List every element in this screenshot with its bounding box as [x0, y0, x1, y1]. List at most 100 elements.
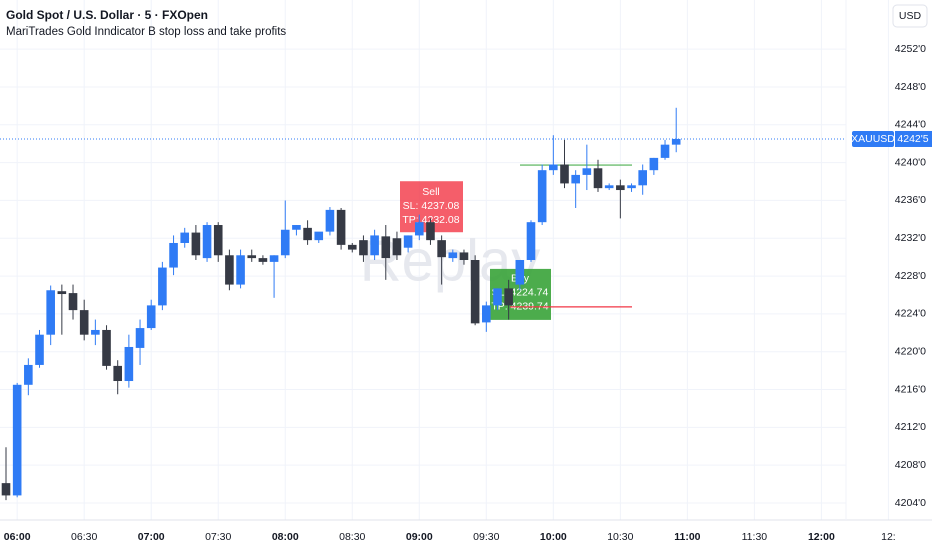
- y-tick-label: 4212'0: [895, 421, 926, 433]
- x-tick-label: 11:30: [742, 531, 768, 543]
- candle-body: [46, 290, 55, 335]
- candle-body: [102, 329, 111, 366]
- x-tick-label: 12:: [881, 531, 896, 543]
- symbol-label: XAUUSD: [851, 133, 895, 145]
- x-tick-label: 11:00: [674, 531, 700, 543]
- candle-body: [213, 225, 223, 256]
- candle-body: [526, 222, 536, 260]
- candle-body: [604, 185, 614, 189]
- candle-body: [336, 209, 346, 245]
- currency-button[interactable]: [892, 4, 928, 28]
- candle-body: [325, 209, 335, 232]
- sell-signal-label: Sell: [422, 186, 440, 198]
- y-tick-label: 4244'0: [895, 119, 926, 131]
- candle-body: [169, 242, 178, 268]
- candle-body: [91, 329, 100, 335]
- x-tick-label: 09:30: [473, 531, 499, 543]
- candle-body: [426, 222, 435, 241]
- candle-body: [414, 222, 424, 236]
- y-tick-label: 4220'0: [895, 345, 926, 357]
- candle-body: [359, 240, 368, 256]
- candle-body: [191, 232, 201, 256]
- chart-subtitle: MariTrades Gold Inndicator B stop loss a…: [6, 26, 286, 38]
- x-tick-label: 07:00: [138, 531, 165, 543]
- candle-body: [437, 240, 446, 258]
- y-tick-label: 4236'0: [895, 194, 926, 206]
- chart-title: Gold Spot / U.S. Dollar · 5 · FXOpen: [6, 8, 208, 22]
- candle-body: [269, 255, 279, 262]
- y-tick-label: 4224'0: [895, 308, 926, 320]
- y-tick-label: 4208'0: [895, 459, 926, 471]
- grid: [0, 0, 889, 520]
- x-tick-label: 06:30: [71, 531, 97, 543]
- last-price-badge: [895, 130, 932, 147]
- x-tick-label: 09:00: [406, 531, 433, 543]
- sell-signal-sl: SL: 4237.08: [403, 200, 460, 212]
- candle-body: [582, 168, 592, 175]
- y-tick-label: 4248'0: [895, 81, 926, 93]
- candle-body: [12, 384, 22, 496]
- candle-body: [649, 157, 659, 171]
- candle-body: [616, 185, 625, 191]
- candle-body: [403, 235, 413, 248]
- symbol-badge: [852, 130, 894, 147]
- candle-body: [68, 293, 78, 311]
- y-tick-label: 4228'0: [895, 270, 926, 282]
- candle-body: [493, 288, 502, 306]
- candle-body: [571, 174, 580, 184]
- candles: [1, 107, 681, 501]
- x-tick-label: 10:30: [607, 531, 633, 543]
- candle-body: [504, 288, 513, 306]
- candle-body: [202, 225, 212, 259]
- candle-body: [113, 365, 122, 382]
- candle-body: [459, 252, 469, 260]
- x-tick-label: 08:30: [339, 531, 365, 543]
- candle-body: [35, 334, 44, 365]
- candle-body: [347, 244, 357, 250]
- candle-body: [370, 235, 379, 256]
- candle-body: [627, 185, 636, 189]
- candle-body: [303, 227, 312, 241]
- candle-body: [180, 232, 190, 243]
- candle-body: [392, 238, 402, 256]
- candle-body: [292, 225, 301, 230]
- candle-body: [515, 260, 525, 285]
- last-price-label: 4242'5: [897, 133, 928, 145]
- candle-body: [638, 170, 647, 186]
- candle-body: [158, 267, 167, 306]
- candle-body: [593, 168, 603, 189]
- candle-body: [258, 258, 268, 262]
- candle-body: [57, 291, 67, 295]
- y-tick-label: 4216'0: [895, 383, 926, 395]
- candle-body: [482, 305, 491, 323]
- currency-label: USD: [899, 10, 922, 22]
- x-tick-label: 12:00: [808, 531, 835, 543]
- candle-body: [549, 164, 558, 171]
- candle-body: [314, 231, 324, 241]
- candle-body: [560, 164, 569, 184]
- candle-body: [671, 138, 681, 145]
- candle-body: [135, 328, 145, 348]
- candle-body: [537, 170, 547, 223]
- x-tick-label: 07:30: [205, 531, 231, 543]
- y-tick-label: 4240'0: [895, 156, 926, 168]
- candle-body: [236, 255, 245, 285]
- candle-body: [660, 144, 670, 158]
- y-tick-label: 4232'0: [895, 232, 926, 244]
- candle-body: [79, 310, 89, 335]
- candle-body: [1, 483, 11, 496]
- y-tick-label: 4252'0: [895, 43, 926, 55]
- candle-body: [225, 255, 234, 285]
- candle-body: [124, 346, 134, 382]
- x-tick-label: 10:00: [540, 531, 567, 543]
- candle-body: [146, 305, 156, 329]
- y-tick-label: 4204'0: [895, 497, 926, 509]
- candle-body: [381, 236, 391, 259]
- candle-body: [247, 255, 257, 259]
- x-tick-label: 06:00: [4, 531, 31, 543]
- candle-body: [470, 260, 480, 324]
